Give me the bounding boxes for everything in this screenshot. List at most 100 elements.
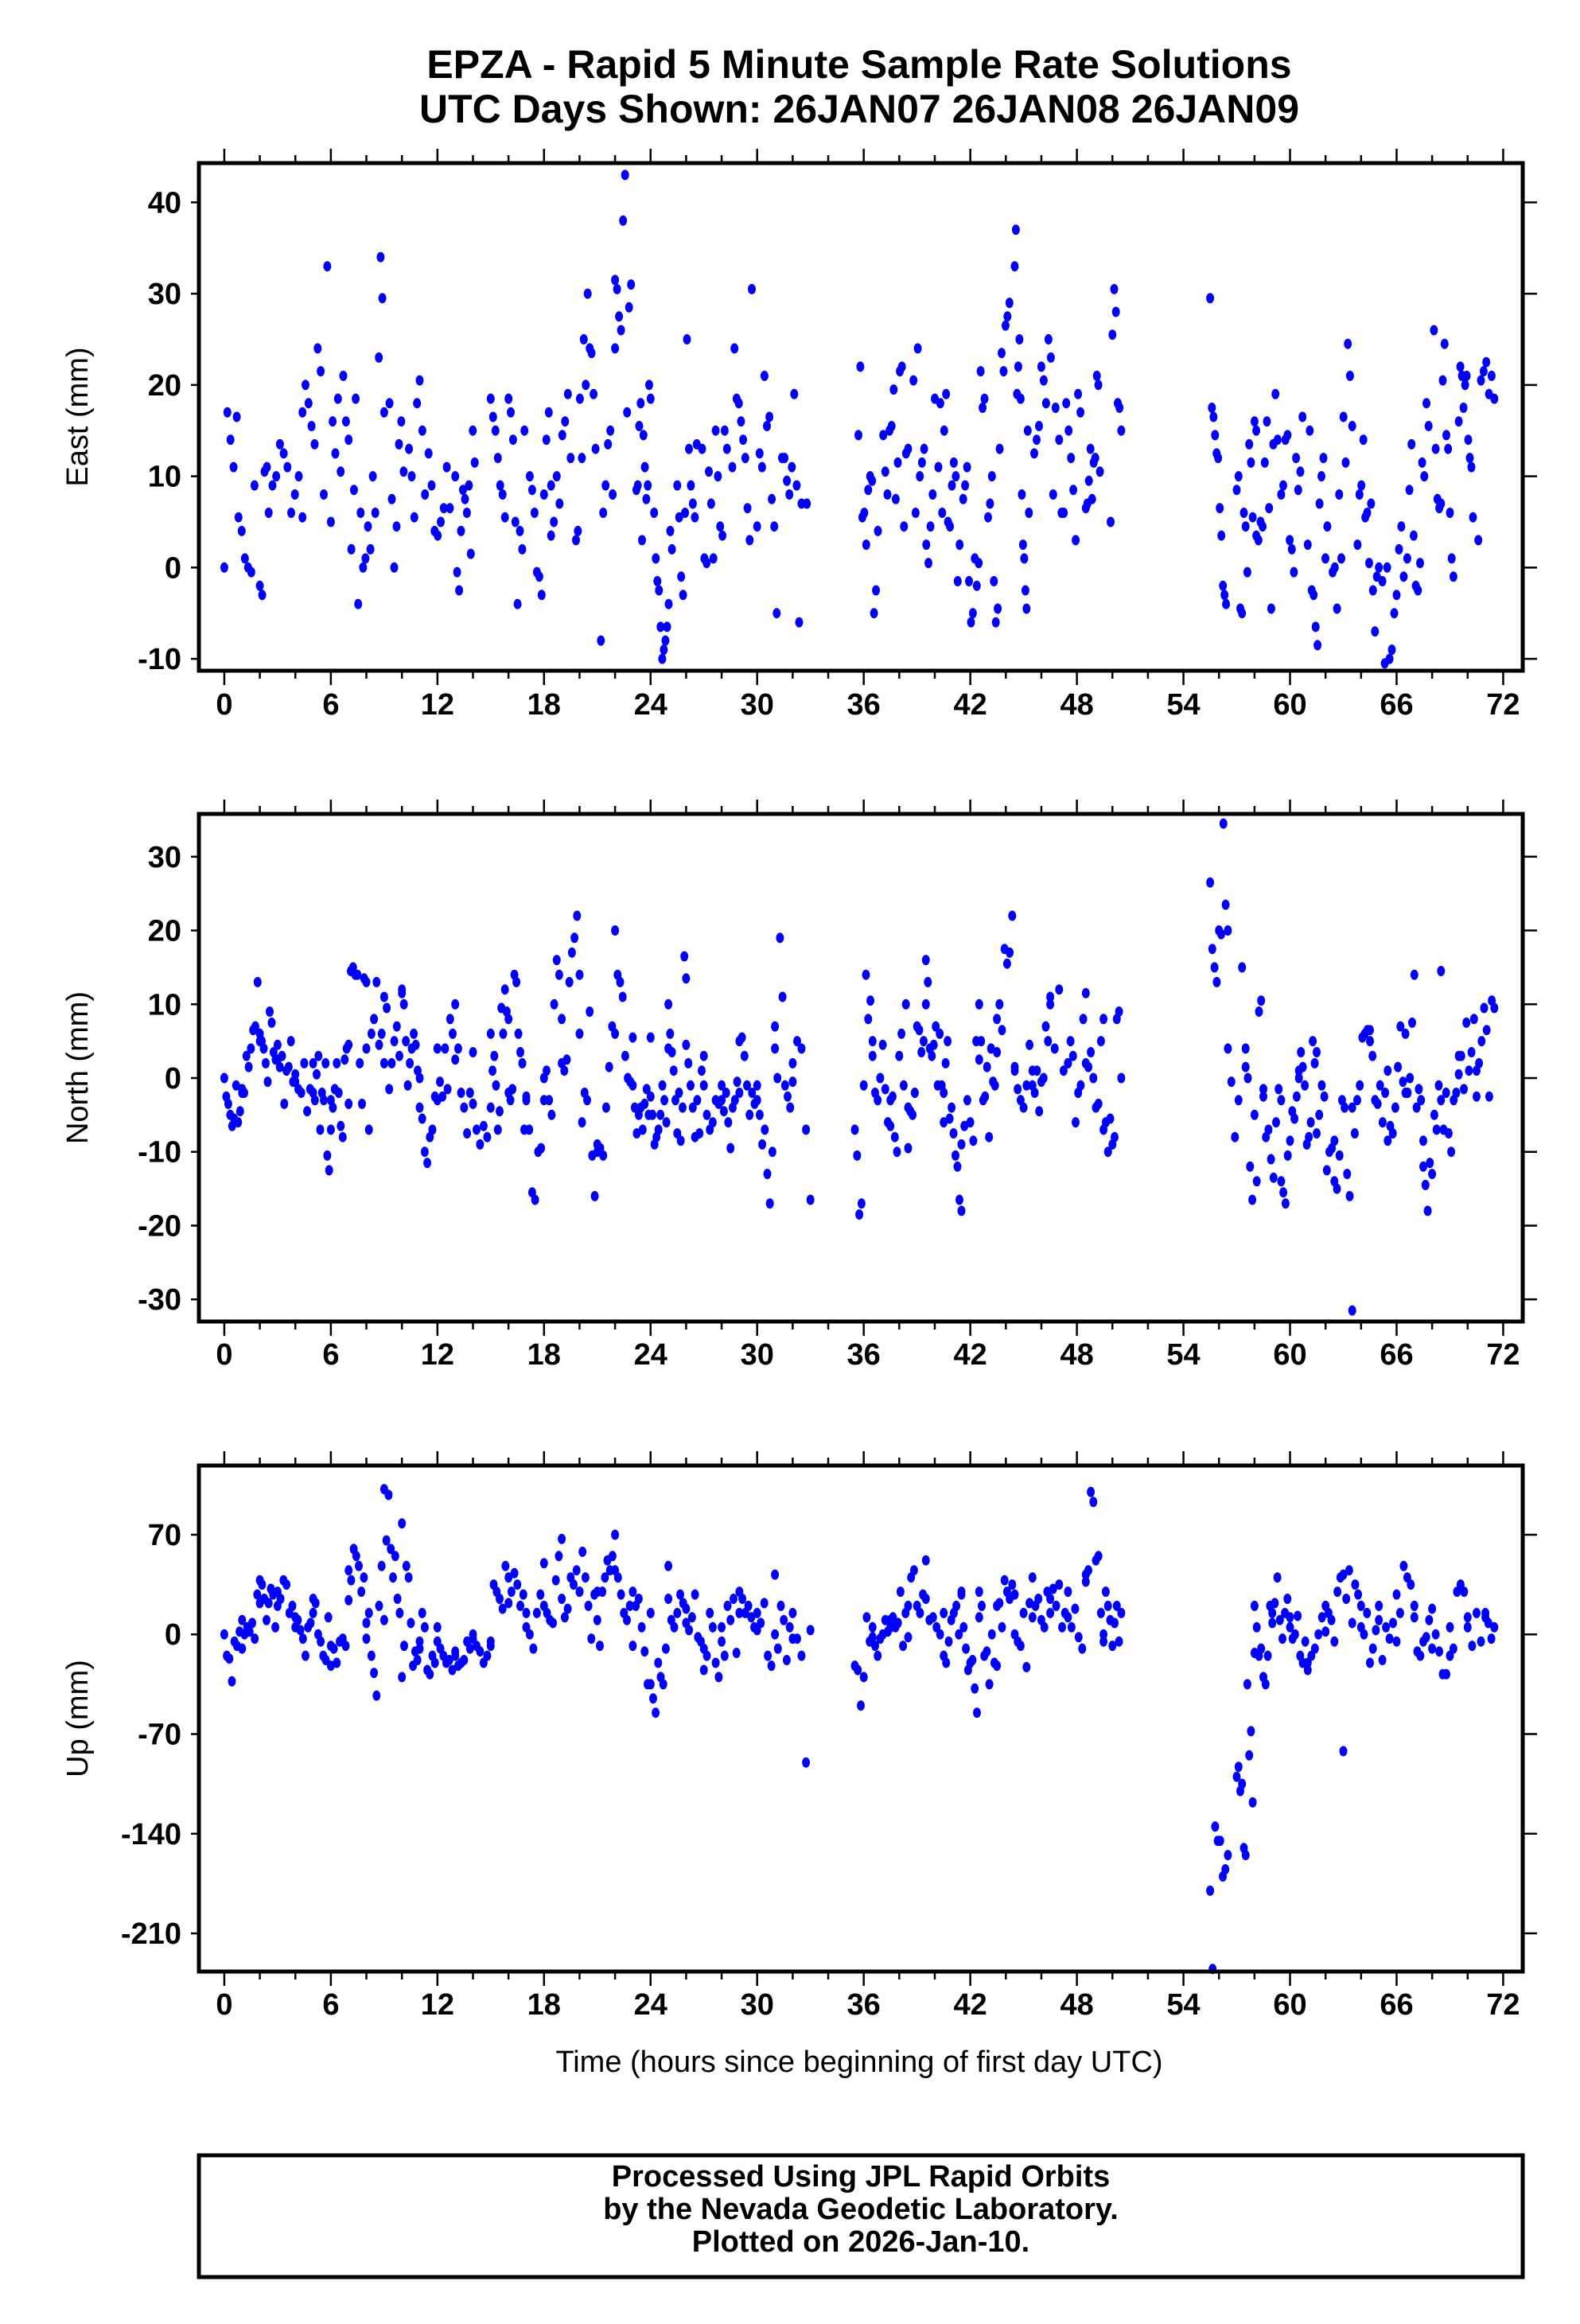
data-point — [1222, 598, 1231, 609]
data-point — [1428, 1169, 1437, 1179]
data-point — [878, 1039, 887, 1050]
data-point — [1238, 1778, 1247, 1789]
data-point — [453, 566, 461, 578]
data-point — [891, 493, 900, 504]
data-point — [980, 393, 989, 404]
data-point — [326, 1124, 335, 1135]
data-point — [1286, 535, 1294, 546]
data-point — [398, 1672, 407, 1683]
data-point — [1317, 1612, 1326, 1623]
data-point — [391, 1551, 399, 1562]
data-point — [451, 1650, 460, 1661]
data-point — [705, 466, 713, 477]
data-point — [1403, 1088, 1412, 1098]
data-point — [1407, 438, 1416, 450]
data-point — [232, 1080, 240, 1091]
data-point — [1425, 1614, 1434, 1625]
data-point — [1046, 999, 1055, 1010]
data-point — [741, 453, 749, 464]
data-point — [453, 1043, 462, 1054]
data-point — [1333, 603, 1341, 614]
data-point — [1267, 1154, 1275, 1165]
data-point — [1423, 1205, 1432, 1216]
data-point — [1371, 626, 1380, 637]
data-point — [469, 1047, 477, 1057]
data-point — [623, 1614, 631, 1625]
data-point — [310, 1095, 319, 1106]
data-point — [294, 1614, 302, 1625]
data-point — [1214, 453, 1223, 464]
data-point — [1481, 1607, 1490, 1618]
data-point — [552, 955, 561, 966]
data-point — [1435, 1646, 1444, 1657]
data-point — [1268, 1617, 1277, 1629]
data-point — [1275, 1084, 1283, 1095]
data-point — [574, 525, 582, 536]
data-point — [1365, 558, 1373, 569]
data-point — [490, 1050, 499, 1061]
data-point — [263, 461, 271, 473]
data-point — [699, 1664, 708, 1676]
data-point — [1106, 1113, 1115, 1124]
data-point — [565, 976, 574, 987]
data-point — [723, 1600, 732, 1611]
footer-box: Processed Using JPL Rapid Orbits by the … — [197, 2153, 1525, 2279]
data-point — [558, 430, 566, 441]
data-point — [952, 1600, 961, 1611]
data-point — [917, 1047, 926, 1057]
data-point — [1078, 1643, 1087, 1654]
data-point — [483, 1650, 492, 1661]
data-point — [889, 384, 898, 395]
data-point — [379, 991, 388, 1002]
data-point — [1261, 1679, 1270, 1690]
data-point — [711, 1657, 720, 1668]
data-point — [936, 398, 944, 409]
data-point — [1049, 489, 1057, 500]
data-point — [1315, 498, 1324, 509]
data-point — [637, 1621, 646, 1633]
data-point — [671, 1095, 679, 1106]
data-point — [868, 1050, 877, 1061]
data-point — [329, 1102, 337, 1113]
data-point — [272, 471, 281, 482]
data-point — [879, 430, 888, 441]
data-point — [1287, 543, 1296, 555]
data-point — [264, 508, 273, 518]
data-point — [1074, 388, 1083, 399]
data-point — [572, 1565, 581, 1576]
data-point — [1355, 489, 1364, 500]
data-point — [1055, 984, 1064, 995]
data-point — [962, 1643, 971, 1654]
data-point — [248, 1617, 256, 1629]
data-point — [1348, 1305, 1356, 1316]
data-point — [251, 1021, 259, 1032]
data-point — [555, 969, 563, 980]
data-point — [525, 471, 534, 482]
data-point — [1464, 434, 1473, 446]
data-point — [371, 508, 379, 518]
data-point — [1348, 421, 1356, 431]
data-point — [652, 553, 660, 564]
data-point — [1216, 503, 1224, 514]
x-tick-label: 66 — [1380, 1988, 1413, 2022]
data-point — [606, 425, 615, 436]
data-point — [881, 466, 889, 477]
data-point — [537, 590, 546, 601]
data-point — [872, 585, 881, 596]
data-point — [1339, 1746, 1348, 1757]
data-point — [302, 1650, 309, 1661]
data-point — [1111, 1617, 1119, 1629]
data-point — [1076, 407, 1085, 418]
data-point — [259, 1043, 268, 1054]
data-point — [1341, 1102, 1349, 1113]
data-point — [385, 398, 394, 409]
data-point — [1209, 411, 1218, 422]
data-point — [498, 489, 507, 500]
data-point — [1241, 1061, 1250, 1072]
data-point — [1408, 1017, 1416, 1028]
data-point — [578, 1117, 586, 1128]
data-point — [266, 1006, 274, 1017]
data-point — [591, 443, 600, 454]
data-point — [765, 411, 774, 422]
data-point — [364, 1607, 373, 1618]
